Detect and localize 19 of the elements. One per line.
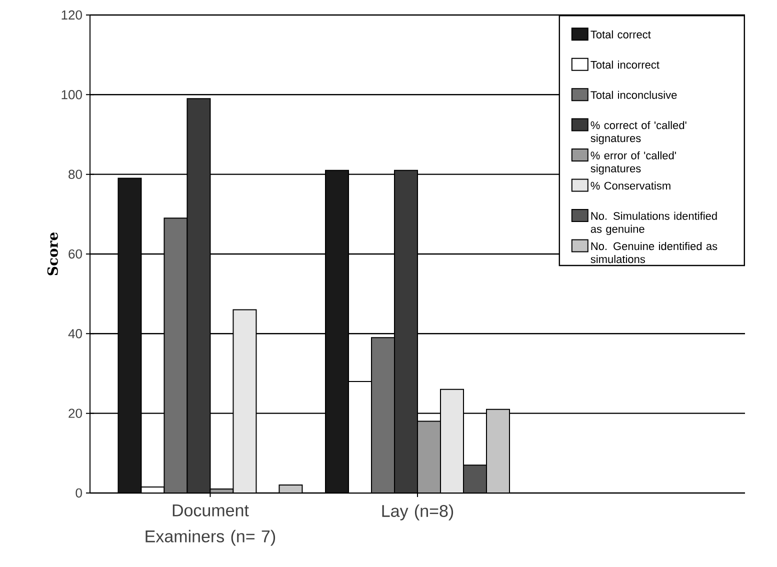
- y-axis-title: Score: [47, 232, 58, 276]
- x-tick-label: Lay (n=8): [382, 504, 454, 520]
- legend-label: Total inconclusive: [590, 90, 677, 99]
- bar: [278, 484, 303, 494]
- y-tick-label: 120: [62, 10, 82, 20]
- legend-label: % correct of 'called' signatures: [590, 121, 686, 144]
- y-tick-label: 40: [68, 329, 82, 338]
- legend-label: No. Genuine identified as simulations: [590, 242, 718, 264]
- legend-label: % Conservatism: [590, 182, 670, 190]
- legend-label: % error of 'called' signatures: [590, 151, 676, 175]
- legend-label: Total incorrect: [590, 60, 660, 69]
- y-tick-label: 20: [68, 408, 82, 418]
- y-tick-label: 80: [68, 170, 82, 179]
- y-tick-label: 100: [62, 90, 82, 100]
- legend-label: Total correct: [590, 30, 651, 38]
- x-tick-label: Document Examiners (n= 7): [146, 504, 276, 546]
- y-tick-label: 60: [68, 249, 82, 259]
- legend-label: No. Simulations identified as genuine: [590, 212, 717, 236]
- y-tick-label: 0: [76, 488, 82, 498]
